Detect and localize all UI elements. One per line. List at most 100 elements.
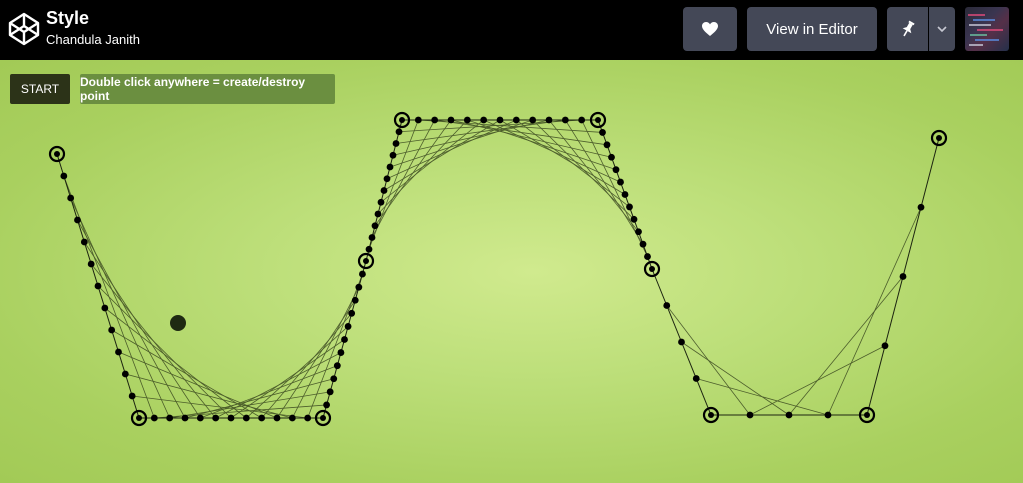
curve-point <box>368 234 376 241</box>
curve-point <box>386 163 394 171</box>
curve-point <box>899 273 907 280</box>
construction-line <box>125 373 293 419</box>
curve-point <box>359 270 366 278</box>
curve-point <box>392 140 400 147</box>
curve-point <box>612 166 620 174</box>
pin-icon <box>902 20 915 37</box>
curve-point <box>383 175 391 183</box>
curve-point <box>414 116 422 124</box>
curve-point <box>227 414 235 422</box>
curve-point <box>181 414 189 422</box>
curve-point <box>599 129 606 136</box>
curve-point <box>242 414 250 422</box>
control-point-center <box>936 135 942 141</box>
pin-button[interactable] <box>887 7 928 51</box>
control-point-center <box>595 117 601 123</box>
curve-point <box>74 216 81 224</box>
control-point-ring[interactable] <box>702 406 720 424</box>
curve-point <box>337 349 345 356</box>
curve-point <box>351 296 359 304</box>
curve-point <box>304 414 312 422</box>
control-point-center <box>320 415 326 421</box>
construction-line <box>516 119 630 208</box>
control-point-center <box>649 266 655 272</box>
curve-point <box>330 375 338 383</box>
chevron-down-icon <box>937 26 947 33</box>
curve-point <box>166 414 174 422</box>
curve-point <box>395 128 403 136</box>
construction-line <box>398 119 582 133</box>
construction-line <box>389 119 533 168</box>
curve-point <box>108 326 116 334</box>
construction-line <box>681 341 790 416</box>
codepen-logo-icon[interactable] <box>8 12 40 46</box>
user-avatar[interactable] <box>965 7 1009 51</box>
pin-options-button[interactable] <box>929 7 955 51</box>
curve-point <box>273 414 281 422</box>
curve-point <box>626 203 633 211</box>
control-point-ring[interactable] <box>643 260 661 278</box>
construction-lines <box>63 119 922 419</box>
curve-point <box>545 116 553 124</box>
curve-point <box>101 304 109 312</box>
curve-point <box>150 414 158 422</box>
control-point-ring[interactable] <box>357 252 375 270</box>
control-point-center <box>363 258 369 264</box>
construction-line <box>307 273 363 419</box>
curve-point <box>380 187 388 194</box>
curve-point <box>561 116 569 124</box>
curve-point <box>326 388 334 396</box>
curve-point <box>635 228 642 236</box>
curve-point <box>785 411 793 419</box>
curve-point <box>529 116 537 124</box>
control-point-ring[interactable] <box>393 111 411 129</box>
canvas-stage[interactable] <box>0 60 1023 483</box>
curve-point <box>431 116 439 124</box>
curve-point <box>496 116 504 124</box>
curve-point <box>644 253 651 260</box>
construction-line <box>499 119 626 195</box>
curve-point <box>94 282 102 290</box>
view-in-editor-button[interactable]: View in Editor <box>747 7 877 51</box>
control-points[interactable] <box>48 111 948 427</box>
curve-point <box>917 203 925 211</box>
control-point-ring[interactable] <box>858 406 876 424</box>
curve-point <box>196 414 204 422</box>
curve-point <box>512 116 520 124</box>
curve-point <box>881 342 889 350</box>
start-button[interactable]: START <box>10 74 70 104</box>
top-bar: Style Chandula Janith View in Editor <box>0 0 1023 60</box>
control-point-ring[interactable] <box>314 409 332 427</box>
curve-point <box>374 210 382 218</box>
avatar-image <box>968 14 1003 46</box>
curve-point <box>365 245 373 253</box>
author-name[interactable]: Chandula Janith <box>46 32 140 47</box>
control-point-ring[interactable] <box>930 129 948 147</box>
construction-line <box>246 326 349 419</box>
curve-point <box>258 414 266 422</box>
curve-point <box>80 238 88 246</box>
curve-point <box>608 153 615 161</box>
curve-point <box>621 191 629 198</box>
construction-line <box>132 395 308 419</box>
control-polygon-line <box>651 137 940 416</box>
curve-point <box>348 309 356 317</box>
curve-point <box>128 392 136 400</box>
control-point-center <box>54 151 60 157</box>
control-point-ring[interactable] <box>48 145 66 163</box>
curve-point <box>60 172 68 180</box>
control-point-ring[interactable] <box>589 111 607 129</box>
love-button[interactable] <box>683 7 737 51</box>
curve-point <box>355 283 363 291</box>
moving-point <box>170 315 186 331</box>
control-point-center <box>708 412 714 418</box>
curve-point <box>121 370 129 378</box>
curve-point <box>824 411 832 419</box>
pen-title[interactable]: Style <box>46 8 90 28</box>
curve-point <box>463 116 471 124</box>
curve-point <box>389 151 397 159</box>
control-point-center <box>136 415 142 421</box>
curve-point <box>746 411 754 419</box>
control-point-ring[interactable] <box>130 409 148 427</box>
